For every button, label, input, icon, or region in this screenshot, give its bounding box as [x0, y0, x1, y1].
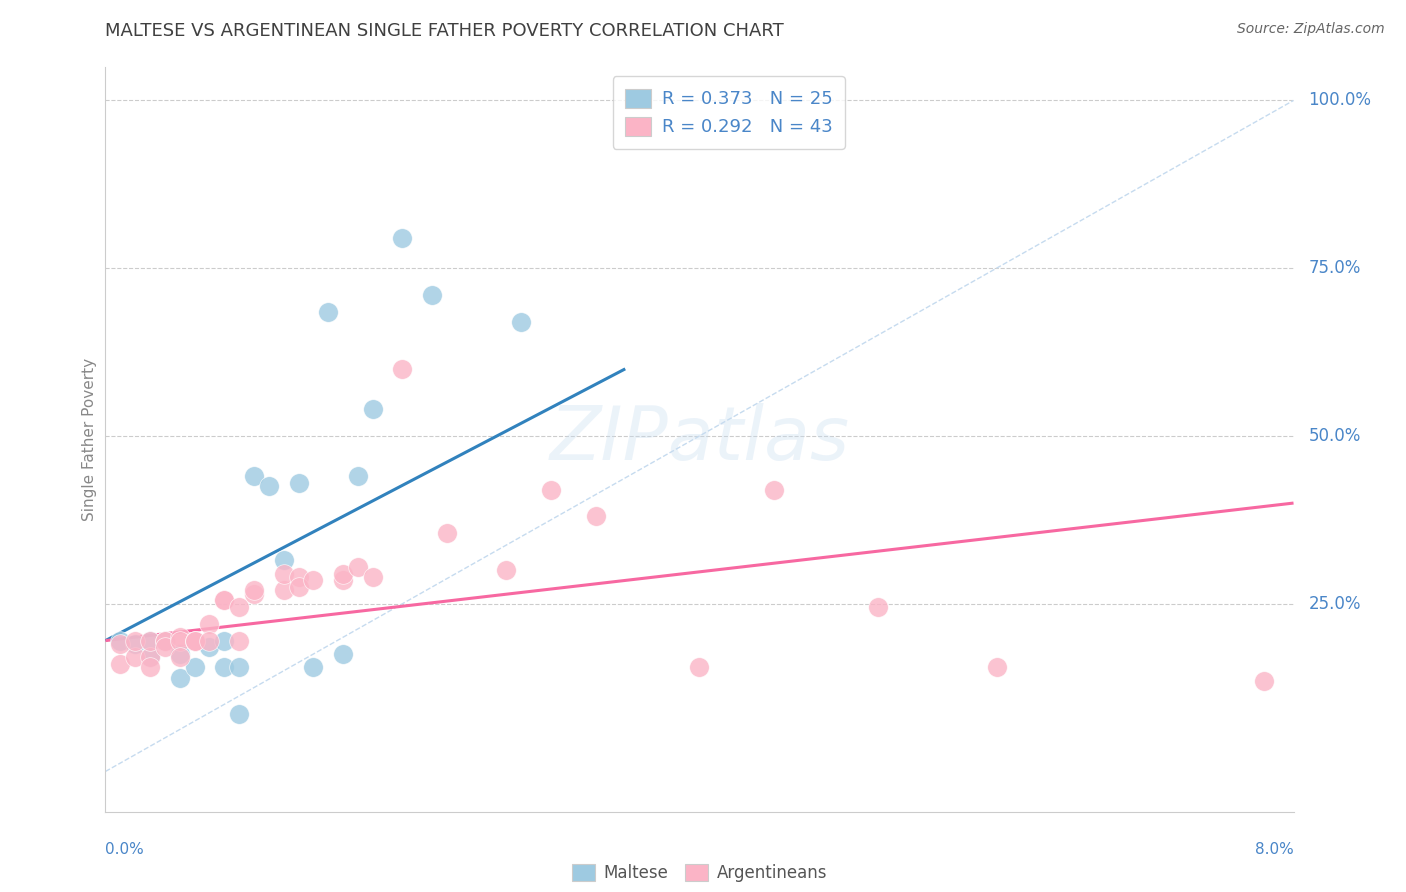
Point — [214, 660, 236, 674]
Point — [183, 660, 205, 674]
Point — [183, 633, 205, 648]
Point — [1253, 673, 1275, 688]
Point — [110, 633, 132, 648]
Point — [153, 633, 176, 648]
Point — [243, 469, 266, 483]
Point — [198, 633, 221, 648]
Point — [866, 600, 889, 615]
Point — [169, 633, 191, 648]
Point — [302, 573, 325, 587]
Point — [287, 570, 309, 584]
Point — [540, 483, 562, 497]
Point — [169, 630, 191, 644]
Point — [986, 660, 1008, 674]
Point — [183, 633, 205, 648]
Point — [585, 509, 607, 524]
Text: 100.0%: 100.0% — [1309, 92, 1371, 110]
Point — [510, 315, 533, 329]
Point — [316, 305, 339, 319]
Point — [273, 583, 295, 598]
Point — [124, 637, 146, 651]
Y-axis label: Single Father Poverty: Single Father Poverty — [82, 358, 97, 521]
Point — [153, 640, 176, 655]
Point — [139, 633, 162, 648]
Point — [495, 563, 517, 577]
Point — [287, 580, 309, 594]
Text: 8.0%: 8.0% — [1254, 841, 1294, 856]
Point — [420, 288, 443, 302]
Point — [214, 633, 236, 648]
Text: ZIPatlas: ZIPatlas — [550, 403, 849, 475]
Point — [762, 483, 785, 497]
Point — [257, 479, 280, 493]
Point — [228, 600, 250, 615]
Point — [169, 650, 191, 665]
Point — [169, 647, 191, 661]
Point — [332, 647, 354, 661]
Text: Source: ZipAtlas.com: Source: ZipAtlas.com — [1237, 22, 1385, 37]
Point — [110, 657, 132, 672]
Point — [124, 650, 146, 665]
Point — [139, 650, 162, 665]
Point — [436, 526, 458, 541]
Point — [347, 469, 370, 483]
Point — [228, 660, 250, 674]
Point — [214, 593, 236, 607]
Point — [139, 650, 162, 665]
Point — [273, 553, 295, 567]
Point — [214, 593, 236, 607]
Point — [198, 640, 221, 655]
Point — [361, 402, 384, 417]
Point — [198, 616, 221, 631]
Point — [391, 231, 413, 245]
Point — [361, 570, 384, 584]
Point — [391, 362, 413, 376]
Text: 75.0%: 75.0% — [1309, 260, 1361, 277]
Point — [139, 660, 162, 674]
Point — [169, 671, 191, 685]
Point — [228, 633, 250, 648]
Text: 50.0%: 50.0% — [1309, 427, 1361, 445]
Point — [273, 566, 295, 581]
Point — [110, 637, 132, 651]
Point — [183, 633, 205, 648]
Point — [287, 475, 309, 490]
Point — [302, 660, 325, 674]
Point — [689, 660, 711, 674]
Point — [332, 573, 354, 587]
Point — [153, 633, 176, 648]
Point — [243, 587, 266, 601]
Text: MALTESE VS ARGENTINEAN SINGLE FATHER POVERTY CORRELATION CHART: MALTESE VS ARGENTINEAN SINGLE FATHER POV… — [105, 22, 785, 40]
Point — [139, 633, 162, 648]
Point — [332, 566, 354, 581]
Text: 0.0%: 0.0% — [105, 841, 145, 856]
Legend: Maltese, Argentineans: Maltese, Argentineans — [565, 857, 834, 889]
Point — [347, 559, 370, 574]
Point — [243, 583, 266, 598]
Point — [228, 707, 250, 722]
Text: 25.0%: 25.0% — [1309, 595, 1361, 613]
Point — [153, 633, 176, 648]
Point — [124, 633, 146, 648]
